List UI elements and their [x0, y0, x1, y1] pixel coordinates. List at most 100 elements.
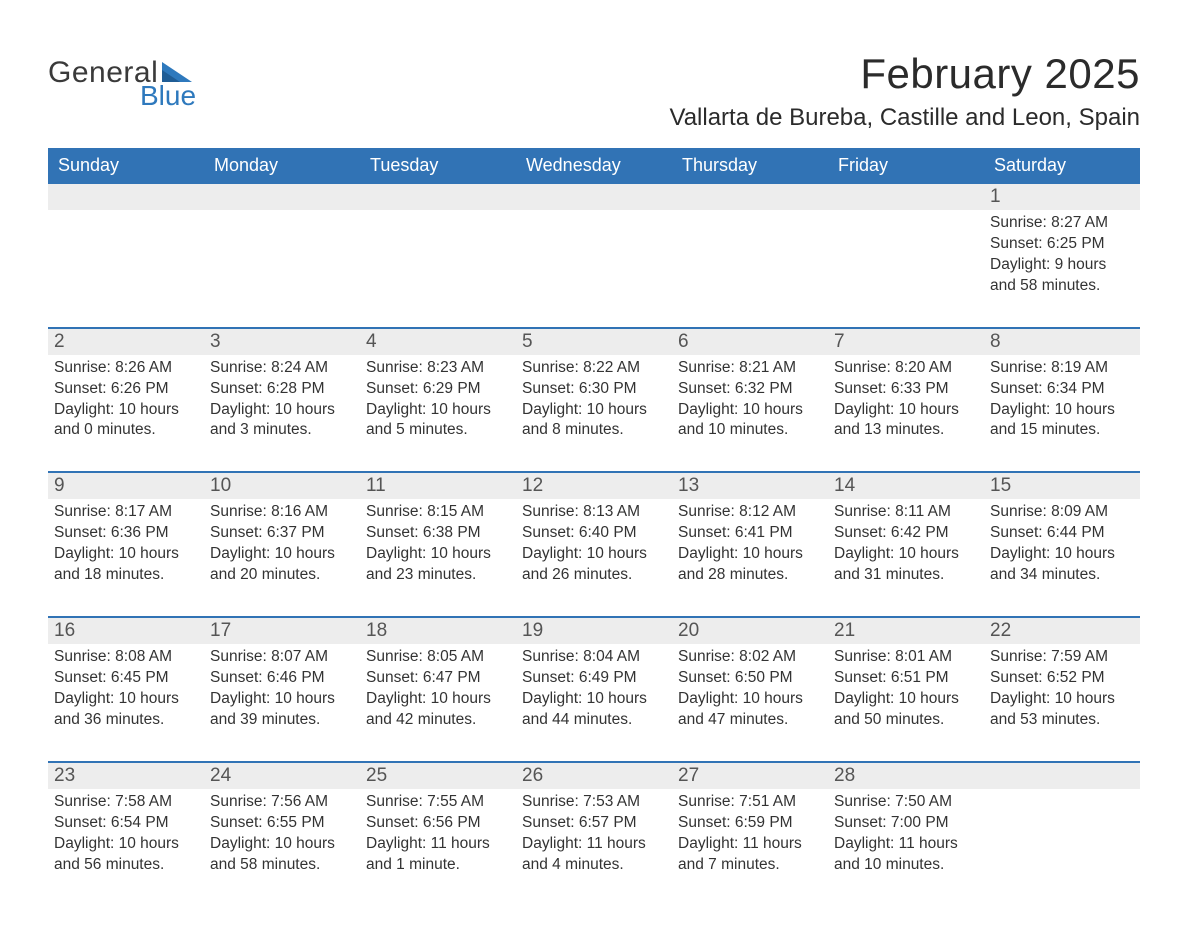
sunset: Sunset: 6:46 PM — [210, 668, 354, 689]
sunrise: Sunrise: 8:19 AM — [990, 358, 1134, 379]
daylight-2: and 42 minutes. — [366, 710, 510, 731]
daylight-1: Daylight: 10 hours — [990, 400, 1134, 421]
day-detail: Sunrise: 8:21 AMSunset: 6:32 PMDaylight:… — [672, 355, 828, 472]
sunrise: Sunrise: 7:51 AM — [678, 792, 822, 813]
day-number: 14 — [828, 473, 984, 499]
daylight-2: and 18 minutes. — [54, 565, 198, 586]
day-detail: Sunrise: 7:55 AMSunset: 6:56 PMDaylight:… — [360, 789, 516, 906]
day-detail: Sunrise: 7:56 AMSunset: 6:55 PMDaylight:… — [204, 789, 360, 906]
sunset: Sunset: 6:37 PM — [210, 523, 354, 544]
day-detail: Sunrise: 8:11 AMSunset: 6:42 PMDaylight:… — [828, 499, 984, 616]
daylight-1: Daylight: 10 hours — [210, 689, 354, 710]
day-number — [360, 184, 516, 210]
day-detail: Sunrise: 8:22 AMSunset: 6:30 PMDaylight:… — [516, 355, 672, 472]
day-detail: Sunrise: 8:09 AMSunset: 6:44 PMDaylight:… — [984, 499, 1140, 616]
day-number: 28 — [828, 763, 984, 789]
daylight-2: and 3 minutes. — [210, 420, 354, 441]
daylight-2: and 7 minutes. — [678, 855, 822, 876]
sunrise: Sunrise: 7:53 AM — [522, 792, 666, 813]
daylight-1: Daylight: 10 hours — [54, 834, 198, 855]
day-number: 6 — [672, 329, 828, 355]
sunset: Sunset: 6:54 PM — [54, 813, 198, 834]
sunset: Sunset: 6:40 PM — [522, 523, 666, 544]
day-detail: Sunrise: 7:53 AMSunset: 6:57 PMDaylight:… — [516, 789, 672, 906]
day-detail: Sunrise: 7:58 AMSunset: 6:54 PMDaylight:… — [48, 789, 204, 906]
sunset: Sunset: 6:41 PM — [678, 523, 822, 544]
daylight-2: and 4 minutes. — [522, 855, 666, 876]
daylight-2: and 58 minutes. — [990, 276, 1134, 297]
day-detail — [828, 210, 984, 327]
month-title: February 2025 — [669, 50, 1140, 98]
logo-text-blue: Blue — [140, 80, 196, 112]
daylight-1: Daylight: 11 hours — [366, 834, 510, 855]
day-number: 5 — [516, 329, 672, 355]
weekday-header-row: SundayMondayTuesdayWednesdayThursdayFrid… — [48, 148, 1140, 184]
day-number: 15 — [984, 473, 1140, 499]
day-detail: Sunrise: 8:16 AMSunset: 6:37 PMDaylight:… — [204, 499, 360, 616]
daylight-2: and 34 minutes. — [990, 565, 1134, 586]
day-detail: Sunrise: 7:50 AMSunset: 7:00 PMDaylight:… — [828, 789, 984, 906]
day-detail — [672, 210, 828, 327]
sunrise: Sunrise: 8:11 AM — [834, 502, 978, 523]
day-detail: Sunrise: 8:27 AMSunset: 6:25 PMDaylight:… — [984, 210, 1140, 327]
sunrise: Sunrise: 7:55 AM — [366, 792, 510, 813]
sunrise: Sunrise: 7:58 AM — [54, 792, 198, 813]
day-number-row: 1 — [48, 184, 1140, 210]
day-number: 9 — [48, 473, 204, 499]
sunrise: Sunrise: 8:08 AM — [54, 647, 198, 668]
weekday-cell: Saturday — [984, 148, 1140, 184]
day-detail: Sunrise: 8:24 AMSunset: 6:28 PMDaylight:… — [204, 355, 360, 472]
sunset: Sunset: 6:38 PM — [366, 523, 510, 544]
weekday-cell: Monday — [204, 148, 360, 184]
sunrise: Sunrise: 8:21 AM — [678, 358, 822, 379]
daylight-1: Daylight: 10 hours — [522, 689, 666, 710]
day-detail: Sunrise: 8:01 AMSunset: 6:51 PMDaylight:… — [828, 644, 984, 761]
day-detail: Sunrise: 8:04 AMSunset: 6:49 PMDaylight:… — [516, 644, 672, 761]
daylight-1: Daylight: 10 hours — [366, 544, 510, 565]
day-detail — [204, 210, 360, 327]
week: 2345678Sunrise: 8:26 AMSunset: 6:26 PMDa… — [48, 327, 1140, 472]
day-detail-row: Sunrise: 8:17 AMSunset: 6:36 PMDaylight:… — [48, 499, 1140, 616]
day-number: 17 — [204, 618, 360, 644]
weekday-cell: Sunday — [48, 148, 204, 184]
day-detail — [48, 210, 204, 327]
daylight-1: Daylight: 10 hours — [210, 544, 354, 565]
sunset: Sunset: 6:42 PM — [834, 523, 978, 544]
daylight-1: Daylight: 10 hours — [522, 544, 666, 565]
sunset: Sunset: 6:55 PM — [210, 813, 354, 834]
day-detail — [984, 789, 1140, 906]
week: 9101112131415Sunrise: 8:17 AMSunset: 6:3… — [48, 471, 1140, 616]
daylight-2: and 23 minutes. — [366, 565, 510, 586]
daylight-2: and 13 minutes. — [834, 420, 978, 441]
day-detail-row: Sunrise: 8:08 AMSunset: 6:45 PMDaylight:… — [48, 644, 1140, 761]
day-number: 19 — [516, 618, 672, 644]
week: 232425262728Sunrise: 7:58 AMSunset: 6:54… — [48, 761, 1140, 906]
sunrise: Sunrise: 8:01 AM — [834, 647, 978, 668]
daylight-1: Daylight: 9 hours — [990, 255, 1134, 276]
daylight-1: Daylight: 10 hours — [990, 544, 1134, 565]
daylight-1: Daylight: 10 hours — [522, 400, 666, 421]
title-block: February 2025 Vallarta de Bureba, Castil… — [669, 50, 1140, 140]
sunrise: Sunrise: 8:12 AM — [678, 502, 822, 523]
sunset: Sunset: 6:50 PM — [678, 668, 822, 689]
sunset: Sunset: 6:29 PM — [366, 379, 510, 400]
day-number: 20 — [672, 618, 828, 644]
sunrise: Sunrise: 8:13 AM — [522, 502, 666, 523]
weekday-cell: Thursday — [672, 148, 828, 184]
day-detail: Sunrise: 8:17 AMSunset: 6:36 PMDaylight:… — [48, 499, 204, 616]
sunrise: Sunrise: 8:15 AM — [366, 502, 510, 523]
sunrise: Sunrise: 8:22 AM — [522, 358, 666, 379]
sunrise: Sunrise: 8:27 AM — [990, 213, 1134, 234]
daylight-1: Daylight: 10 hours — [54, 400, 198, 421]
location: Vallarta de Bureba, Castille and Leon, S… — [669, 104, 1140, 132]
daylight-1: Daylight: 10 hours — [210, 834, 354, 855]
daylight-2: and 10 minutes. — [834, 855, 978, 876]
daylight-1: Daylight: 10 hours — [54, 544, 198, 565]
sunset: Sunset: 6:44 PM — [990, 523, 1134, 544]
daylight-1: Daylight: 10 hours — [834, 400, 978, 421]
daylight-1: Daylight: 10 hours — [210, 400, 354, 421]
daylight-1: Daylight: 10 hours — [54, 689, 198, 710]
daylight-2: and 20 minutes. — [210, 565, 354, 586]
daylight-1: Daylight: 10 hours — [678, 400, 822, 421]
sunset: Sunset: 6:33 PM — [834, 379, 978, 400]
